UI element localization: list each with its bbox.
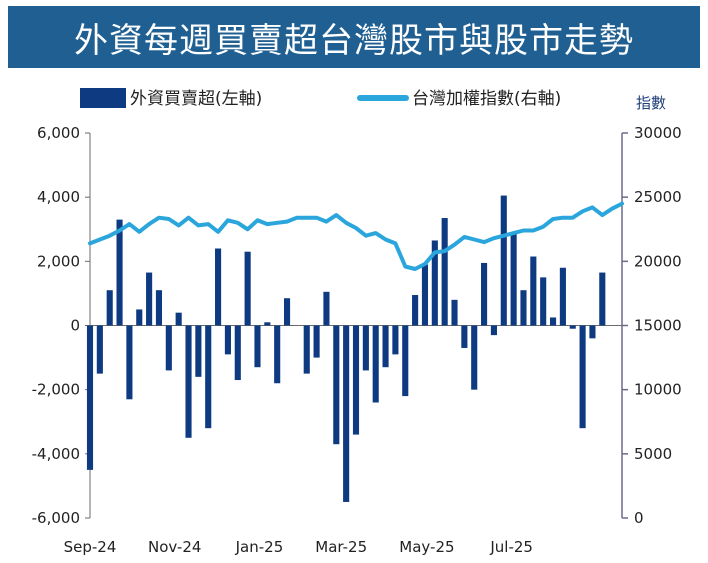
bar	[215, 248, 222, 326]
bar	[96, 325, 103, 374]
bar	[313, 325, 320, 358]
bar	[520, 290, 527, 326]
chart-title: 外資每週買賣超台灣股市與股市走勢	[74, 20, 634, 61]
y-right-tick-label: 5000	[634, 445, 672, 463]
y-right-tick-label: 10000	[634, 381, 682, 399]
y-right-title: 指數	[636, 94, 666, 112]
x-tick-label: Jul-25	[489, 538, 533, 556]
y-right-tick-label: 0	[634, 509, 644, 527]
legend-line-label: 台灣加權指數(右軸)	[412, 89, 561, 109]
bar	[195, 325, 202, 377]
bar	[510, 232, 517, 326]
bar	[530, 256, 537, 326]
y-right-tick-label: 15000	[634, 317, 682, 335]
y-left-tick-label: -6,000	[32, 509, 80, 527]
bar	[500, 195, 507, 326]
y-right-tick-label: 25000	[634, 188, 682, 206]
bar	[471, 325, 478, 390]
bar	[559, 267, 566, 326]
bar	[421, 264, 429, 326]
x-tick-label: Nov-24	[148, 538, 201, 556]
bar	[274, 325, 281, 384]
bar	[86, 325, 94, 470]
bar	[599, 272, 606, 326]
bar	[165, 325, 172, 371]
x-tick-label: Sep-24	[64, 538, 117, 556]
bar	[451, 299, 458, 326]
bar	[205, 325, 212, 429]
bar	[540, 277, 547, 326]
bar	[382, 325, 389, 368]
y-left-tick-label: 4,000	[37, 188, 80, 206]
bar	[175, 312, 182, 326]
y-left-tick-label: 2,000	[37, 252, 80, 270]
bar	[136, 309, 143, 326]
x-tick-label: Jan-25	[235, 538, 284, 556]
bar	[303, 325, 310, 374]
y-left-tick-label: 6,000	[37, 124, 80, 142]
bar	[254, 325, 261, 368]
y-right-tick-label: 20000	[634, 252, 682, 270]
bar	[283, 298, 291, 326]
bar	[481, 262, 488, 326]
bar	[126, 325, 133, 400]
bar	[569, 325, 576, 329]
bar	[579, 325, 586, 429]
bar	[549, 317, 557, 326]
y-left-tick-label: -2,000	[32, 381, 80, 399]
bar	[234, 325, 241, 381]
legend-bars-swatch	[80, 88, 126, 108]
bar	[116, 219, 123, 326]
bar	[106, 290, 113, 326]
legend: 外資買賣超(左軸) 台灣加權指數(右軸)	[80, 88, 561, 109]
y-right-tick-label: 30000	[634, 124, 682, 142]
bar	[323, 291, 330, 326]
bar	[461, 325, 468, 348]
y-left-tick-label: -4,000	[32, 445, 80, 463]
legend-bars-label: 外資買賣超(左軸)	[130, 89, 262, 109]
bar	[333, 325, 340, 445]
index-line	[88, 201, 624, 271]
x-tick-label: May-25	[399, 538, 454, 556]
bar	[431, 240, 438, 326]
bar	[224, 325, 231, 355]
bar	[352, 325, 360, 435]
bar	[589, 325, 596, 339]
bar	[412, 295, 419, 326]
bar	[264, 322, 271, 326]
axes: -6,000 -4,000 -2,000 0 2,000 4,000 6,000 0 5000 1…	[32, 124, 682, 556]
bar	[343, 325, 350, 502]
bar	[441, 218, 448, 326]
x-tick-label: Mar-25	[315, 538, 367, 556]
bar	[490, 325, 497, 336]
chart-title-bar: 外資每週買賣超台灣股市與股市走勢	[8, 6, 700, 68]
bar	[372, 325, 379, 403]
bar	[362, 325, 369, 371]
bar	[155, 290, 163, 326]
bar	[392, 325, 399, 355]
index-line-path	[88, 201, 624, 271]
bars	[86, 195, 606, 502]
bar	[402, 325, 409, 397]
y-left-tick-label: 0	[70, 317, 80, 335]
bar	[185, 325, 192, 438]
bar	[146, 272, 153, 326]
bar	[244, 251, 251, 326]
